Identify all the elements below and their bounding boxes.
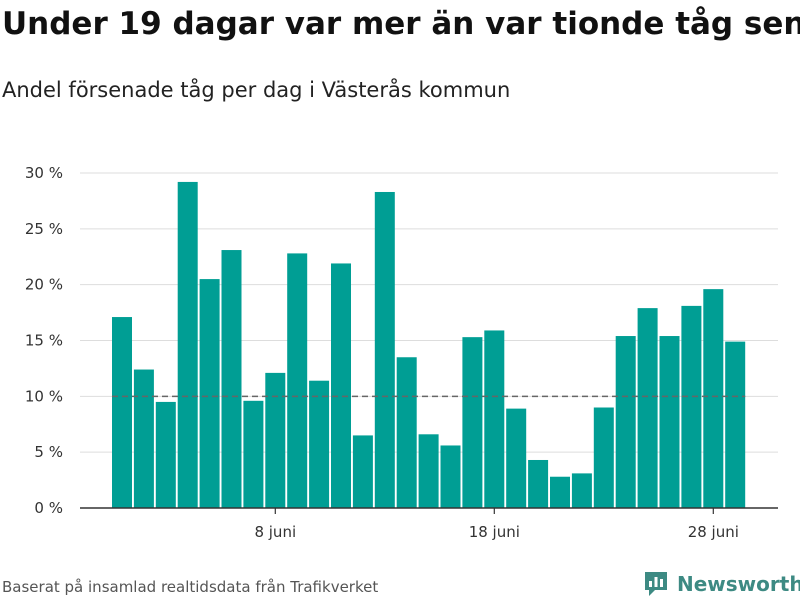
- x-tick-label: 18 juni: [469, 523, 520, 541]
- bar: [199, 279, 220, 508]
- bar: [484, 330, 505, 508]
- bar: [550, 476, 570, 508]
- bar: [396, 357, 417, 508]
- y-tick-label: 30 %: [25, 164, 63, 182]
- x-tick-label: 8 juni: [254, 523, 296, 541]
- y-tick-label: 10 %: [25, 387, 63, 405]
- bar: [374, 191, 395, 508]
- chart-title: Under 19 dagar var mer än var tionde tåg…: [2, 6, 800, 42]
- bar: [331, 263, 351, 508]
- bar: [352, 435, 373, 508]
- bar: [243, 400, 264, 508]
- y-tick-label: 25 %: [25, 220, 63, 238]
- brand: Newsworthy: [643, 568, 800, 600]
- bar: [659, 336, 680, 508]
- bar: [133, 369, 154, 508]
- bar: [265, 372, 286, 508]
- bar: [155, 401, 176, 508]
- bar: [309, 380, 330, 508]
- y-tick-label: 15 %: [25, 332, 63, 350]
- y-tick-label: 20 %: [25, 276, 63, 294]
- chart-subtitle: Andel försenade tåg per dag i Västerås k…: [2, 78, 511, 102]
- x-tick-label: 28 juni: [688, 523, 739, 541]
- bar: [528, 459, 549, 508]
- bar: [593, 407, 614, 508]
- y-axis-labels: 0 % 5 % 10 % 15 % 20 % 25 % 30 %: [25, 164, 63, 517]
- bar: [221, 250, 242, 509]
- bars: [112, 181, 746, 509]
- bar: [418, 434, 439, 508]
- y-tick-label: 0 %: [34, 499, 63, 517]
- bar: [637, 308, 658, 508]
- bar: [615, 336, 636, 508]
- bar: [703, 289, 724, 508]
- bar: [506, 408, 527, 508]
- bar: [725, 341, 746, 508]
- source-note: Baserat på insamlad realtidsdata från Tr…: [2, 578, 379, 596]
- bar: [440, 445, 461, 508]
- y-tick-label: 5 %: [34, 443, 63, 461]
- brand-name: Newsworthy: [677, 572, 800, 596]
- bar: [571, 473, 592, 508]
- x-axis: 8 juni 18 juni 28 juni: [80, 507, 778, 541]
- bar: [112, 317, 132, 508]
- bar: [681, 305, 702, 508]
- newsworthy-logo-icon: [645, 572, 667, 596]
- bar: [287, 253, 308, 508]
- bar: [177, 181, 198, 508]
- bar: [462, 337, 483, 508]
